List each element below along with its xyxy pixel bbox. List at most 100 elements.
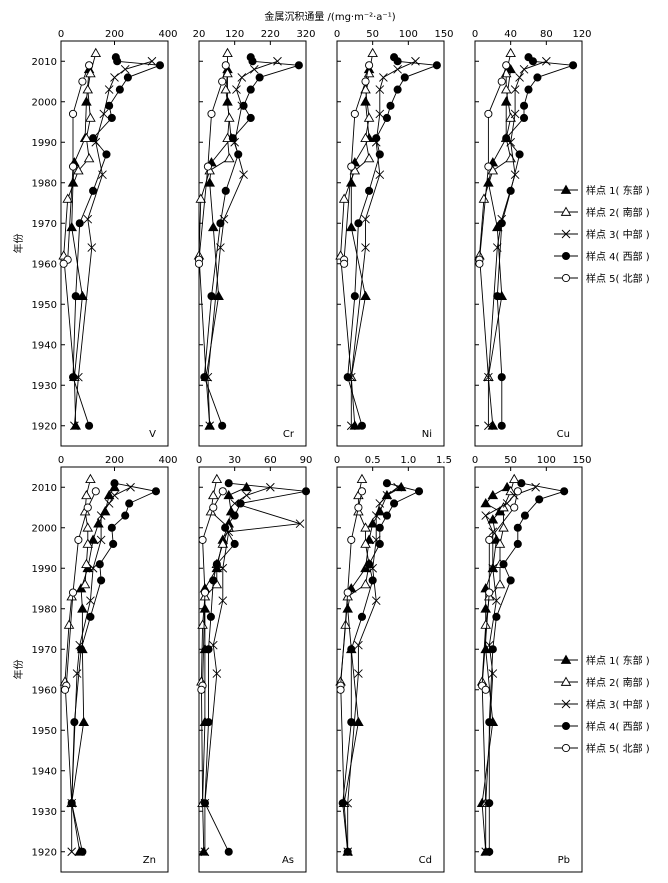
marker bbox=[85, 421, 94, 430]
marker bbox=[68, 162, 78, 171]
legend-label: 样点 2( 南部 ) bbox=[586, 676, 650, 689]
marker bbox=[110, 479, 119, 488]
marker bbox=[390, 499, 399, 508]
legend-item: 样点 2( 南部 ) bbox=[554, 676, 650, 689]
marker bbox=[375, 523, 384, 532]
series bbox=[203, 56, 282, 431]
marker bbox=[375, 85, 385, 94]
marker bbox=[67, 847, 77, 857]
top-title: 金属沉积通量 /(mg·m⁻²·a⁻¹) bbox=[264, 12, 396, 23]
marker bbox=[62, 193, 73, 203]
marker bbox=[520, 511, 529, 520]
marker bbox=[484, 421, 493, 431]
marker bbox=[241, 481, 252, 492]
marker bbox=[107, 113, 116, 122]
marker bbox=[478, 193, 490, 203]
panel-frame bbox=[474, 40, 583, 447]
marker bbox=[200, 373, 209, 382]
marker bbox=[204, 645, 213, 654]
marker bbox=[487, 489, 499, 500]
marker bbox=[200, 847, 210, 857]
marker bbox=[393, 85, 402, 94]
marker bbox=[72, 669, 82, 678]
marker bbox=[86, 612, 95, 621]
x-tick-label: 0 bbox=[334, 455, 340, 466]
x-tick-label: 100 bbox=[399, 29, 418, 40]
marker bbox=[485, 535, 494, 544]
marker bbox=[234, 150, 243, 159]
marker bbox=[96, 535, 106, 545]
marker bbox=[110, 73, 119, 82]
series-line bbox=[204, 482, 307, 852]
y-axis-title: 年份 bbox=[12, 234, 25, 254]
legend-item: 样点 4( 西部 ) bbox=[554, 250, 650, 263]
marker bbox=[213, 290, 224, 300]
marker bbox=[86, 596, 95, 605]
marker bbox=[68, 373, 78, 382]
series bbox=[493, 53, 578, 430]
legend-item: 样点 5( 北部 ) bbox=[554, 742, 650, 755]
marker bbox=[151, 487, 161, 496]
series bbox=[200, 479, 311, 856]
marker bbox=[485, 718, 494, 727]
marker bbox=[365, 186, 374, 195]
marker bbox=[561, 721, 571, 731]
marker bbox=[230, 539, 239, 549]
x-tick-label: 150 bbox=[434, 29, 453, 40]
marker bbox=[350, 109, 359, 118]
marker bbox=[386, 101, 395, 110]
marker bbox=[239, 170, 248, 179]
marker bbox=[510, 109, 520, 119]
marker bbox=[524, 85, 533, 94]
marker bbox=[360, 132, 371, 143]
marker bbox=[236, 499, 245, 508]
marker bbox=[393, 482, 402, 492]
series-line bbox=[485, 486, 536, 852]
marker bbox=[517, 479, 526, 488]
marker bbox=[360, 522, 371, 532]
x-tick-label: 1.5 bbox=[436, 455, 452, 466]
marker bbox=[63, 619, 75, 629]
metal-label: V bbox=[149, 429, 156, 440]
series bbox=[343, 53, 441, 430]
marker bbox=[224, 847, 233, 856]
marker bbox=[493, 292, 502, 301]
marker bbox=[212, 669, 222, 678]
marker bbox=[295, 519, 305, 529]
marker bbox=[497, 219, 506, 228]
marker bbox=[85, 473, 96, 483]
legend: 样点 1( 东部 ) 样点 2( 南部 ) 样点 3( 中部 ) 样点 4( 西部 )… bbox=[554, 184, 650, 285]
marker bbox=[561, 273, 571, 283]
series bbox=[340, 61, 374, 268]
marker bbox=[221, 523, 230, 532]
x-tick-label: 200 bbox=[105, 455, 124, 466]
marker bbox=[365, 61, 374, 70]
marker bbox=[347, 718, 356, 727]
marker bbox=[107, 523, 116, 532]
series bbox=[485, 479, 569, 856]
marker bbox=[400, 73, 409, 82]
x-tick-label: 0 bbox=[334, 29, 340, 40]
legend-label: 样点 3( 中部 ) bbox=[586, 698, 650, 711]
marker bbox=[340, 259, 349, 268]
marker bbox=[363, 153, 375, 163]
x-tick-label: 150 bbox=[572, 455, 591, 466]
series-line bbox=[203, 57, 300, 426]
marker bbox=[363, 112, 375, 122]
marker bbox=[342, 603, 353, 613]
marker bbox=[73, 165, 84, 175]
marker bbox=[411, 56, 420, 66]
x-tick-label: 90 bbox=[300, 455, 313, 466]
marker bbox=[89, 134, 98, 143]
x-tick-label: 40 bbox=[504, 29, 517, 40]
marker bbox=[218, 421, 227, 430]
marker bbox=[502, 134, 511, 143]
x-tick-label: 0 bbox=[472, 455, 478, 466]
marker bbox=[347, 535, 356, 544]
marker bbox=[120, 65, 130, 74]
marker bbox=[484, 372, 493, 382]
series bbox=[484, 56, 551, 431]
marker bbox=[367, 47, 378, 57]
marker bbox=[126, 482, 135, 492]
